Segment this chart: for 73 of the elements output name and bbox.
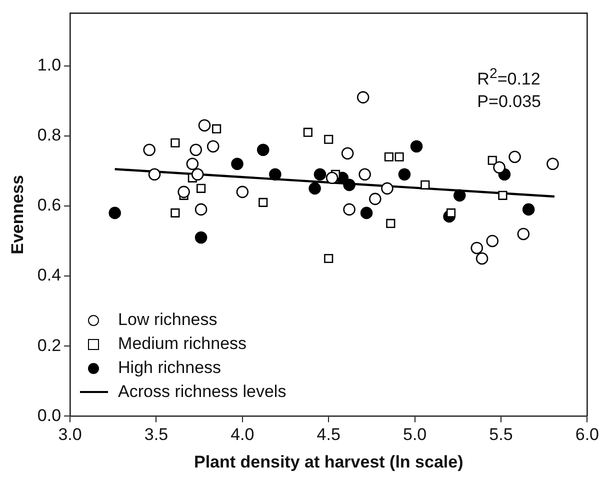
y-tick-label: 0.4 [37,266,62,285]
point [343,178,356,192]
point [194,231,208,244]
point [360,206,373,220]
point [206,140,220,153]
point [186,158,199,170]
point [324,134,334,144]
point [178,186,190,198]
annotation: P=0.035 [477,90,541,113]
point [198,119,211,132]
point [453,189,466,202]
point [191,168,204,181]
point [508,150,521,164]
x-tick-label: 5.5 [489,425,513,444]
y-tick-label: 0.2 [37,336,62,355]
x-tick-label: 3.0 [58,425,82,444]
point [356,91,370,104]
point [231,158,244,170]
point [486,234,499,248]
point [517,228,530,240]
point [269,168,282,181]
x-tick-label: 6.0 [575,425,600,444]
point [108,206,121,220]
annotation: R$^{2}$=0.12 [477,65,541,91]
point [341,147,354,160]
point [369,192,382,206]
point [196,184,206,193]
y-tick-label: 1.0 [37,55,62,74]
point [303,128,312,137]
point [236,186,249,198]
point [498,190,508,200]
point [446,208,456,218]
legend-label: Medium richness [118,333,247,356]
point [343,203,356,216]
point [308,182,321,195]
y-tick-label: 0.0 [37,406,62,425]
point [148,168,161,181]
point [470,242,484,254]
point [212,124,222,134]
point [326,172,338,184]
x-tick-label: 4.5 [316,425,340,444]
x-tick-label: 5.0 [402,425,427,444]
legend-label: Low richness [118,309,218,332]
point [194,203,208,216]
legend-label: Across richness levels [118,381,286,404]
point [258,198,268,207]
point [493,161,506,174]
x-tick-label: 3.5 [144,425,168,444]
point [522,203,535,216]
point [170,138,180,148]
point [143,144,156,156]
y-axis-title: Evenness [8,175,27,254]
point [398,168,411,181]
point [256,144,270,156]
point [476,252,488,265]
point [420,180,430,190]
x-tick-label: 4.0 [230,425,254,444]
y-tick-label: 0.8 [37,126,62,145]
point [386,218,396,228]
point [410,140,423,153]
point [381,182,394,195]
point [170,208,180,218]
point [394,152,404,162]
point [384,152,394,162]
point [488,156,497,165]
legend-label: High richness [118,357,222,380]
x-axis-title: Plant density at harvest (ln scale) [194,452,464,472]
point [358,168,371,181]
point [190,144,202,156]
point [314,168,326,181]
y-tick-label: 0.6 [37,196,62,215]
point [546,158,559,170]
point [324,254,334,264]
